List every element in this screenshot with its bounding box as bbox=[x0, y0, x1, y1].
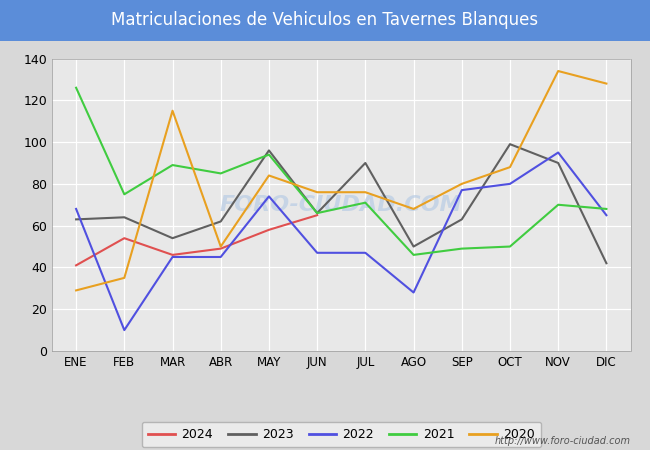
Text: FORO-CIUDAD.COM: FORO-CIUDAD.COM bbox=[220, 195, 463, 215]
Text: http://www.foro-ciudad.com: http://www.foro-ciudad.com bbox=[495, 436, 630, 446]
Legend: 2024, 2023, 2022, 2021, 2020: 2024, 2023, 2022, 2021, 2020 bbox=[142, 422, 541, 447]
Text: Matriculaciones de Vehiculos en Tavernes Blanques: Matriculaciones de Vehiculos en Tavernes… bbox=[111, 11, 539, 29]
